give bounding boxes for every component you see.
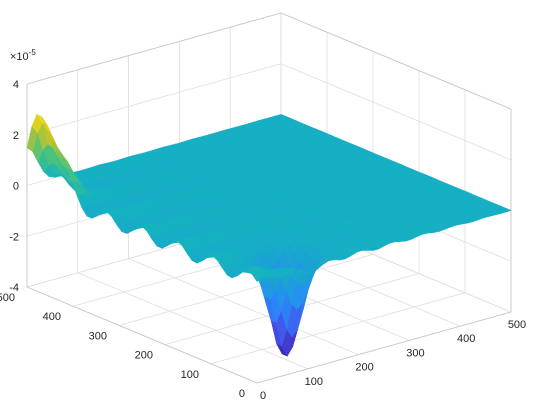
z-tick-label: 2 (13, 130, 19, 142)
grid-line (128, 258, 359, 355)
x-tick-label: 100 (305, 376, 323, 388)
axis-tick-labels: 0 100 200 300 400 500 0 100 200 300 400 500 4 2 0 -2 -4 (0, 79, 526, 402)
grid-line (77, 272, 308, 370)
y-tick-label: 300 (89, 330, 107, 342)
grid-line (280, 63, 512, 161)
x-tick-label: 200 (355, 362, 373, 374)
box-edge (256, 311, 512, 384)
y-tick-label: 0 (239, 388, 245, 400)
surface-patch (251, 269, 263, 282)
grid-line (210, 292, 466, 365)
x-tick-label: 500 (508, 319, 526, 331)
grid-line (118, 254, 374, 326)
x-tick-label: 0 (260, 390, 266, 402)
surface-mesh (26, 113, 512, 357)
box-edge (280, 12, 512, 110)
x-tick-label: 400 (457, 333, 475, 345)
z-tick-label: -4 (9, 282, 19, 294)
grid-line (26, 63, 282, 136)
y-tick-label: 200 (135, 350, 153, 362)
z-tick-label: 4 (13, 79, 19, 91)
y-tick-label: 500 (0, 292, 15, 304)
x-tick-label: 300 (406, 347, 424, 359)
box-edge (26, 12, 282, 85)
z-tick-label: -2 (9, 231, 19, 243)
z-exponent-label: ×10-5 (10, 48, 36, 63)
box-edge (26, 286, 258, 384)
y-tick-label: 400 (43, 311, 61, 323)
z-tick-label: 0 (13, 181, 19, 193)
y-tick-label: 100 (181, 369, 199, 381)
